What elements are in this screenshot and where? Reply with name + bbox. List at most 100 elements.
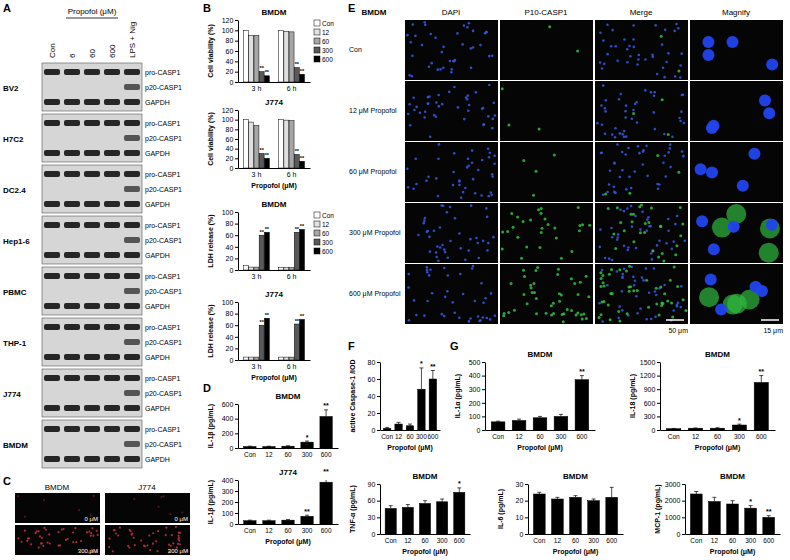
tick-mark [657,389,660,390]
axis-title: LDH release (%) [207,214,215,267]
cell-spot [552,302,555,305]
cell-spot [609,318,612,321]
cell-spot [522,159,525,162]
cell-spot [113,529,115,531]
band [44,252,60,258]
tick-label: 1500 [640,359,656,366]
cell-spot [763,107,775,119]
tick-label: 30 [516,481,524,488]
cell-spot [522,269,525,272]
bar [419,503,430,534]
error-line [714,497,715,501]
tick-label: 40 [226,244,234,251]
band [104,456,120,462]
tick: 3 h [252,82,262,92]
cell-spot [674,75,677,78]
tick-label: 300 [222,488,234,495]
axis-line [238,21,239,83]
axis-line [686,534,781,535]
tick-label: 600 [427,433,438,440]
chart-title: BMDM [528,350,553,359]
tick-label: 200 [222,430,234,437]
error-cap [423,500,427,501]
tick-label: 300 [745,537,756,544]
cell-spot [442,46,445,49]
cell-spot [626,61,629,64]
band-label: pro-CASP1 [145,273,181,281]
cell-spot [654,24,657,27]
band [84,456,100,462]
tick: 6 h [287,270,297,280]
tick-label: 0 [651,427,655,434]
chart: 030060090012001500Con1260300600***BMDMIL… [629,350,776,452]
cell-spot [610,268,613,271]
band [124,201,140,207]
cell-spot [117,534,119,536]
cell-spot [617,317,620,320]
cell-spot [427,102,430,105]
band [64,426,80,432]
error-bar [610,487,614,497]
cell-spot [493,162,496,165]
tick: 60 [536,430,544,440]
chart: 0204060801003 h6 h********BMDMLDH releas… [207,200,334,280]
cell-spot [659,225,662,228]
bar [406,426,413,430]
tick-mark [235,139,238,140]
band [104,69,120,75]
cell-spot [535,312,538,315]
cell-spot [415,106,418,109]
tick-label: Con [385,537,397,544]
bar [300,319,305,360]
cell-spot [466,166,469,169]
axis-line [239,168,311,169]
band-label: p20-CASP1 [145,135,182,143]
bar [284,268,289,270]
cell-spot [679,234,682,237]
cell-spot [91,527,93,529]
cell-spot [628,265,631,268]
bar [745,508,757,534]
cell-spot [607,303,610,306]
tick-mark [235,360,238,361]
significance: ** [766,508,772,515]
blot-frame [42,63,142,111]
tick: 100 [469,413,485,420]
cell-spot [727,36,739,48]
band [84,222,100,228]
error-bar [694,427,698,428]
cell-spot [643,231,646,234]
cell-spot [491,175,494,178]
cell-line-label: Hep1-6 [3,237,30,246]
cell-spot [661,43,664,46]
error-bar [716,427,720,428]
cell-spot [619,132,622,135]
cell-spot [475,91,478,94]
cell-spot [633,284,636,287]
error-line [581,376,582,380]
tick: 60 [406,430,414,440]
cell-spot [409,124,412,127]
error-line [459,488,460,492]
cell-spot [640,204,643,207]
tick: 80 [226,37,238,44]
error-bar [305,515,309,516]
legend-label: 12 [322,29,330,36]
cell-spot [178,537,180,539]
cell-spot [487,242,490,245]
error-cap [267,520,271,521]
cell-spot [181,511,183,513]
micrograph [105,525,190,555]
plot-area [690,492,774,535]
x-axis: Con1260300600 [381,534,471,544]
cell-spot [78,509,80,511]
cell-spot [662,66,665,69]
tick: 20 [368,410,380,417]
significance: ** [323,402,329,409]
cell-spot [587,295,590,298]
tick-label: 20 [226,155,234,162]
band [104,252,120,258]
cell-spot [479,319,482,322]
cell-spot [682,155,685,158]
axis-line [238,303,239,361]
